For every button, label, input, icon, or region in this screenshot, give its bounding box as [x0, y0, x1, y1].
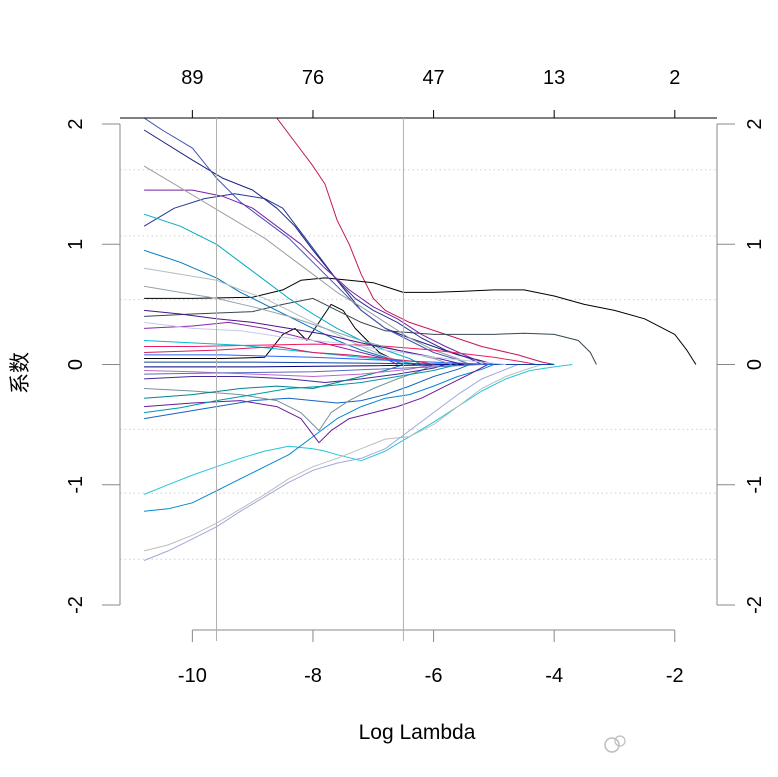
watermark-logo — [604, 735, 626, 753]
x-tick-label: -8 — [304, 665, 322, 687]
left-y-tick-label: -2 — [65, 596, 87, 614]
right-y-tick-label: 1 — [744, 239, 766, 250]
coefficient-path — [143, 165, 471, 365]
coefficient-path — [144, 309, 464, 365]
right-y-tick-label: -1 — [744, 476, 766, 494]
coefficient-path — [144, 189, 488, 365]
coefficient-path — [144, 267, 410, 365]
coefficient-path — [143, 364, 573, 495]
coefficient-path — [144, 321, 506, 365]
right-y-tick-label: -2 — [744, 596, 766, 614]
x-tick-label: -10 — [178, 665, 207, 687]
coefficient-path — [143, 364, 519, 561]
top-tick-label: 47 — [422, 67, 444, 89]
top-tick-label: 76 — [302, 67, 324, 89]
left-y-tick-label: 0 — [65, 359, 87, 370]
coefficient-path — [143, 364, 543, 552]
x-tick-label: -4 — [545, 665, 563, 687]
top-tick-label: 13 — [543, 67, 565, 89]
coefficient-path — [144, 364, 464, 368]
left-y-tick-label: 2 — [65, 118, 87, 129]
coefficient-path — [143, 129, 495, 365]
coefficient-path — [143, 118, 470, 365]
coefficient-path — [144, 364, 482, 375]
coefficient-path — [144, 354, 494, 365]
coefficient-path — [144, 321, 398, 365]
left-y-tick-label: 1 — [65, 239, 87, 250]
coefficient-path — [144, 364, 495, 512]
x-tick-label: -6 — [425, 665, 443, 687]
coefficient-path — [144, 346, 434, 365]
coefficient-path — [276, 118, 555, 365]
coefficient-path — [144, 364, 434, 432]
right-y-tick-label: 2 — [744, 118, 766, 129]
coefficient-path — [143, 213, 422, 365]
coefficient-path — [144, 364, 434, 377]
coefficient-path — [144, 277, 697, 365]
y-axis-title: 系数 — [9, 352, 32, 394]
x-tick-label: -2 — [666, 665, 684, 687]
x-axis-title: Log Lambda — [359, 721, 476, 744]
left-y-tick-label: -1 — [65, 476, 87, 494]
right-y-tick-label: 0 — [744, 359, 766, 370]
top-tick-label: 2 — [669, 67, 680, 89]
coefficient-paths — [143, 118, 697, 561]
top-tick-label: 89 — [181, 67, 203, 89]
coefficient-path — [144, 364, 458, 414]
coefficient-path — [143, 193, 483, 365]
coefficient-path — [144, 364, 446, 383]
